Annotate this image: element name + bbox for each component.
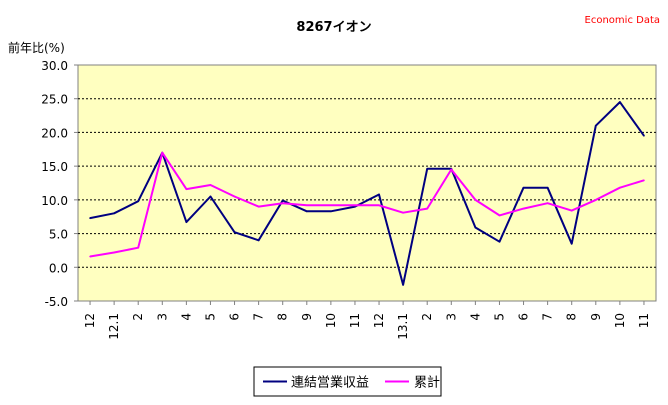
data-point <box>522 207 525 210</box>
legend-label: 累計 <box>414 375 440 391</box>
data-point <box>402 284 404 286</box>
x-tick-label: 7 <box>252 313 266 321</box>
x-tick-label: 7 <box>541 313 555 321</box>
chart-title: 8267イオン <box>296 20 371 35</box>
data-point <box>378 193 380 196</box>
data-point <box>594 199 597 201</box>
x-tick-label: 6 <box>517 313 531 321</box>
data-point <box>426 168 429 170</box>
x-tick-label: 2 <box>131 313 145 321</box>
x-tick-label: 3 <box>444 313 458 321</box>
data-point <box>185 221 188 223</box>
series-line-1 <box>89 151 645 258</box>
x-tick-label: 8 <box>276 313 290 321</box>
x-tick-label: 5 <box>492 313 506 321</box>
x-tick-label: 6 <box>228 313 242 321</box>
x-tick-label: 4 <box>468 313 482 321</box>
data-point <box>89 217 91 219</box>
data-point <box>89 255 91 258</box>
y-tick-label: 5.0 <box>49 228 68 242</box>
y-tick-label: -5.0 <box>45 295 68 309</box>
data-point <box>378 204 380 207</box>
watermark-text: Economic Data <box>585 15 660 26</box>
x-tick-label: 12 <box>372 313 386 328</box>
data-point <box>450 168 453 171</box>
x-tick-label: 3 <box>155 313 169 321</box>
data-point <box>257 239 260 242</box>
x-tick-label: 11 <box>348 313 362 328</box>
data-point <box>474 199 477 201</box>
data-point <box>643 179 645 182</box>
y-tick-label: 0.0 <box>49 261 68 275</box>
data-point <box>474 226 477 229</box>
data-point <box>233 195 236 198</box>
x-tick-label: 12.1 <box>107 313 121 340</box>
data-point <box>570 242 573 245</box>
legend: 連結営業収益 累計 <box>253 366 442 397</box>
data-point <box>570 209 573 212</box>
data-point <box>498 240 501 243</box>
plot-area: 30.0 25.0 20.0 15.0 10.0 5.0 0.0 -5.0 12 12.1 2 3 4 5… <box>41 59 657 340</box>
plot-background <box>77 64 657 302</box>
legend-label: 連結営業収益 <box>291 375 369 391</box>
x-tick-label: 10 <box>613 313 627 328</box>
data-point <box>233 231 236 234</box>
data-point <box>546 202 549 205</box>
data-point <box>137 200 140 203</box>
data-point <box>402 211 404 214</box>
y-axis-label: 前年比(%) <box>8 40 65 55</box>
x-tick-label: 2 <box>420 313 434 321</box>
data-point <box>619 101 621 103</box>
data-point <box>209 195 212 198</box>
x-tick-label: 13.1 <box>396 313 410 340</box>
data-point <box>426 207 429 210</box>
x-tick-label: 9 <box>589 313 603 321</box>
x-tick-label: 4 <box>179 313 193 321</box>
y-tick-label: 20.0 <box>41 126 68 140</box>
data-point <box>619 186 621 189</box>
x-tick-label: 10 <box>324 313 338 328</box>
data-point <box>137 246 140 249</box>
data-point <box>546 186 549 189</box>
x-tick-label: 5 <box>203 313 217 321</box>
data-point <box>522 186 525 189</box>
data-point <box>113 251 115 254</box>
data-point <box>305 204 308 207</box>
data-point <box>643 135 645 137</box>
data-point <box>305 210 308 213</box>
x-tick-label: 8 <box>565 313 579 321</box>
x-tick-label: 12 <box>83 313 97 328</box>
data-point <box>281 202 284 205</box>
y-tick-label: 30.0 <box>41 59 68 73</box>
data-point <box>209 184 212 186</box>
x-tick-label: 11 <box>637 313 651 328</box>
series-line-0 <box>89 101 645 286</box>
x-tick-label: 9 <box>300 313 314 321</box>
data-point <box>113 212 115 215</box>
data-point <box>330 204 332 207</box>
y-tick-label: 15.0 <box>41 160 68 174</box>
data-point <box>354 204 356 207</box>
data-point <box>161 151 164 154</box>
y-tick-label: 25.0 <box>41 93 68 107</box>
y-tick-label: 10.0 <box>41 194 68 208</box>
data-point <box>185 188 188 190</box>
data-point <box>498 214 501 217</box>
data-point <box>257 205 260 208</box>
data-point <box>281 199 284 202</box>
data-point <box>594 124 597 127</box>
data-point <box>330 210 332 213</box>
